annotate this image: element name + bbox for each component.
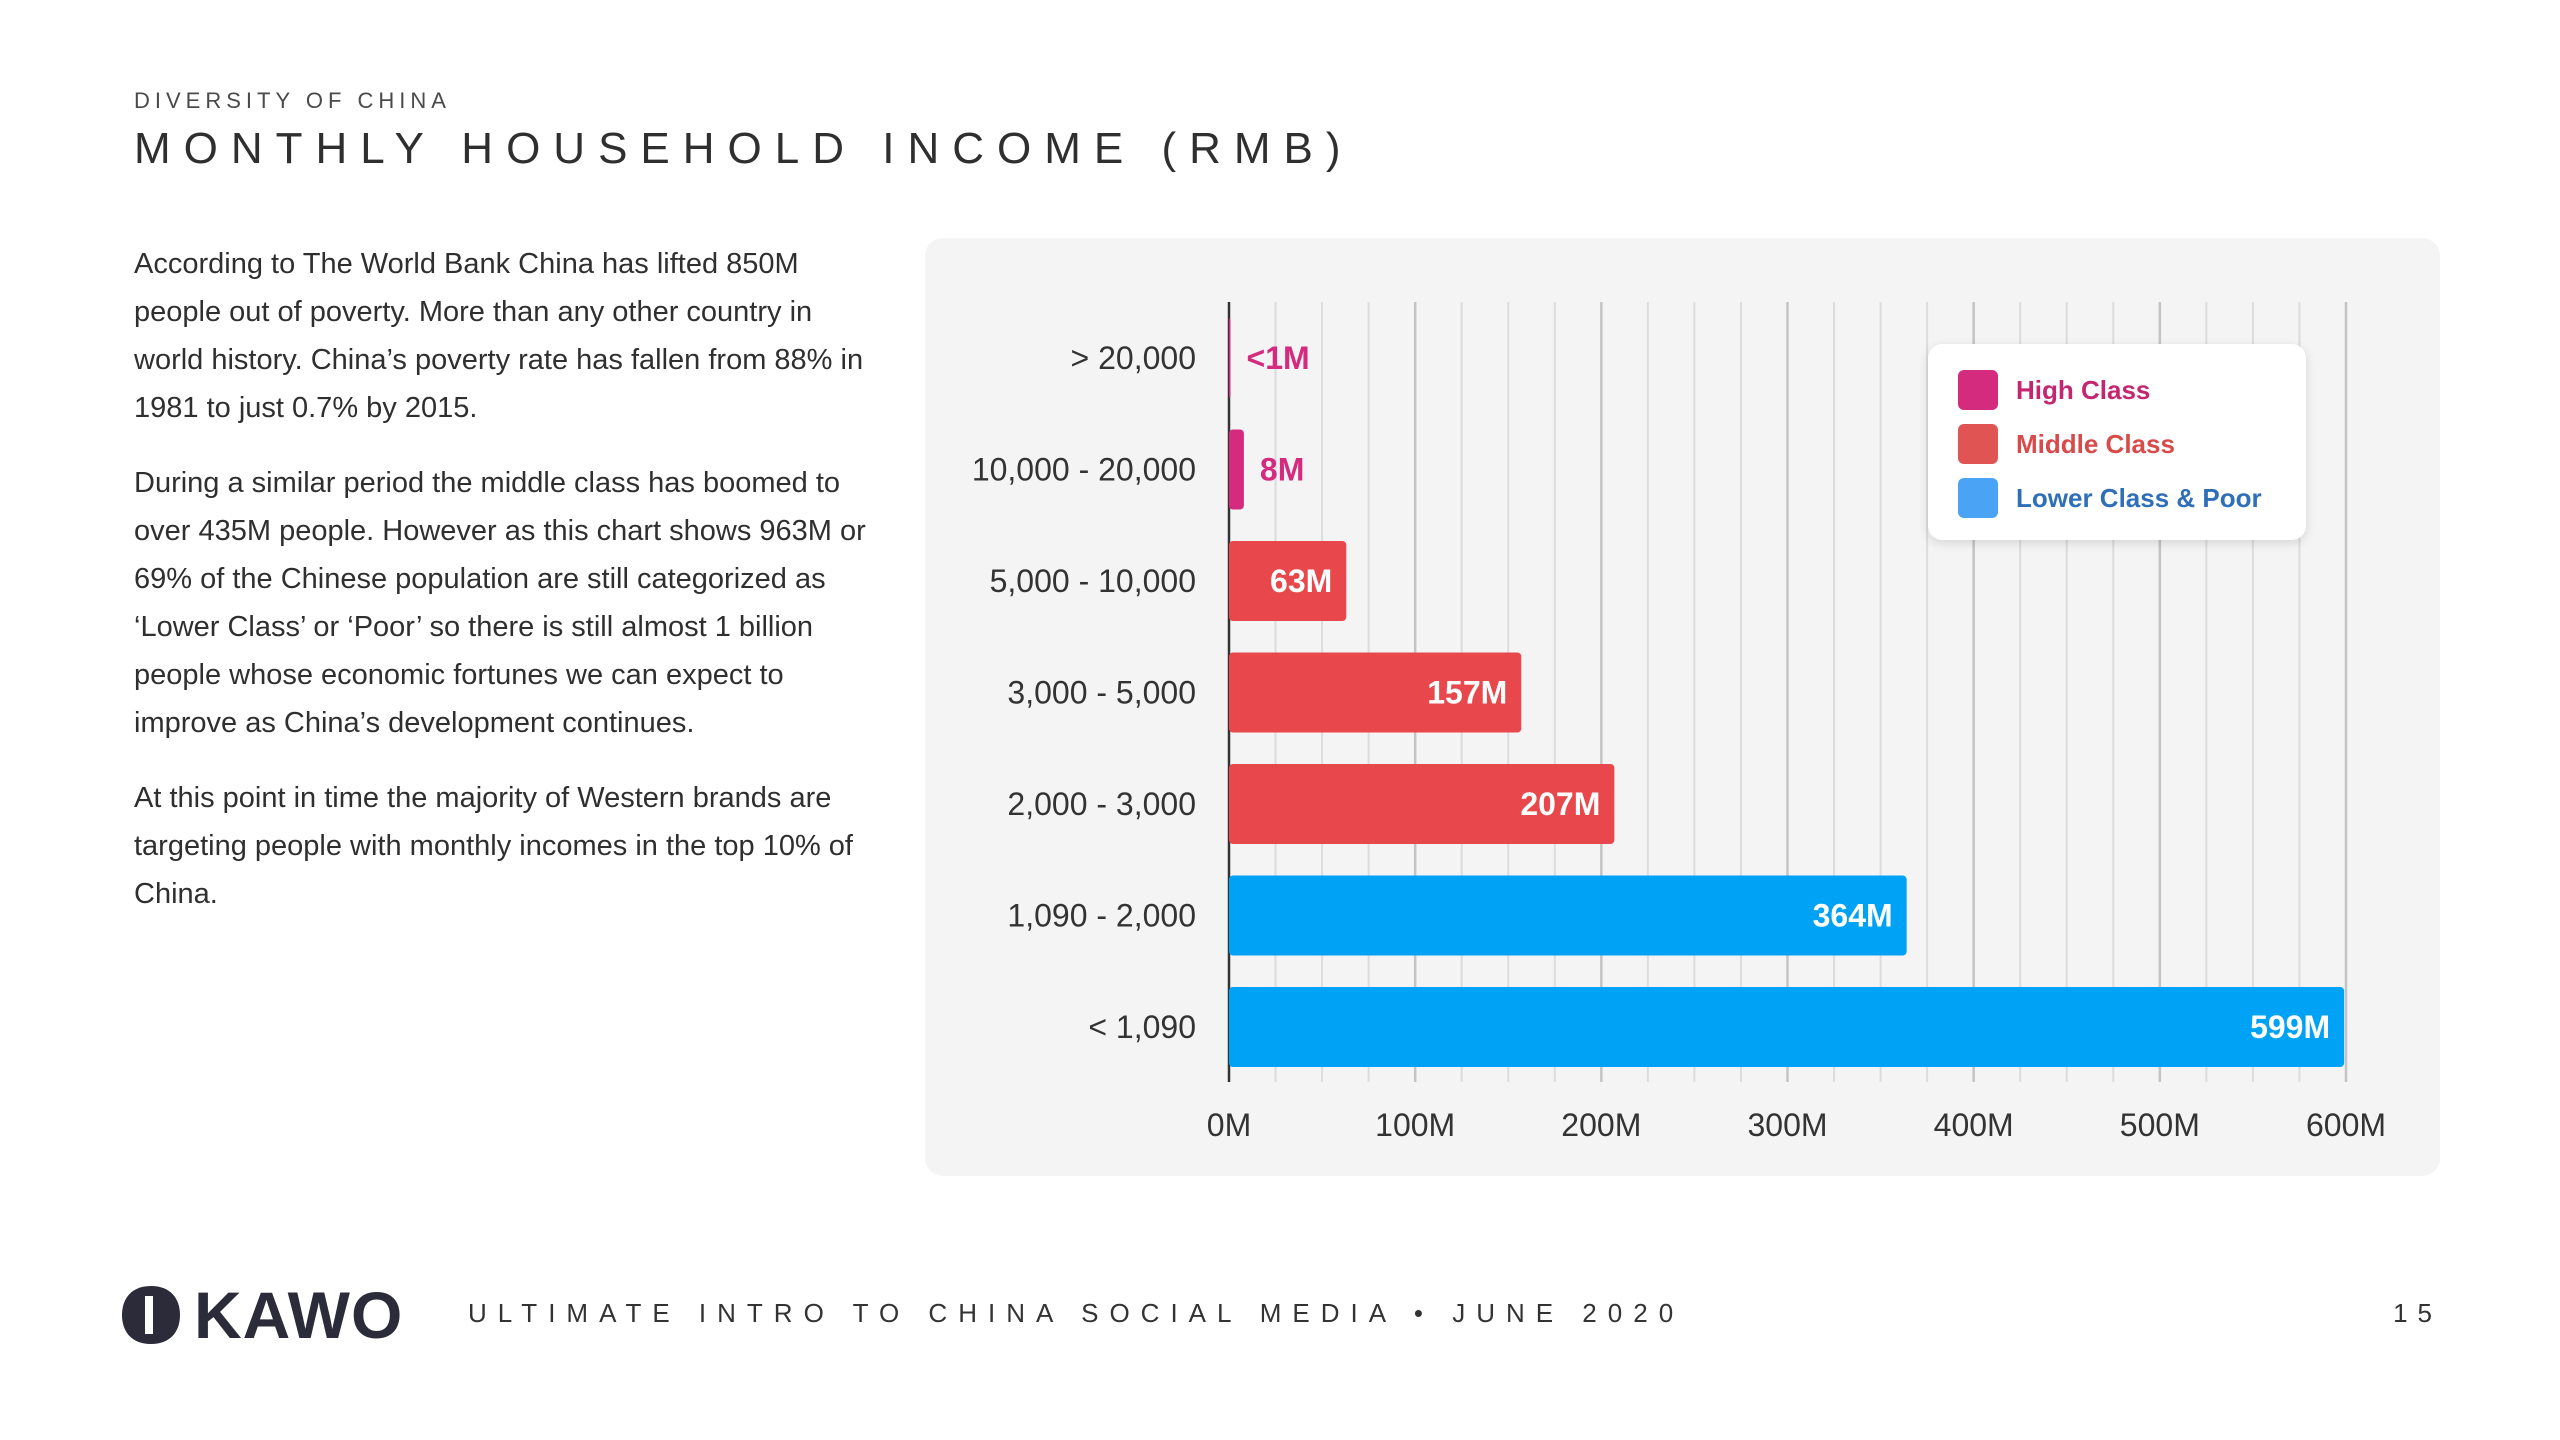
y-category-label: < 1,090 (1088, 1009, 1196, 1045)
x-tick-label: 500M (2120, 1107, 2200, 1143)
legend-swatch-high-class (1958, 370, 1998, 410)
paragraph-1: According to The World Bank China has li… (134, 248, 864, 424)
x-tick-label: 600M (2306, 1107, 2386, 1143)
data-label: 364M (1813, 898, 1893, 934)
bar (1229, 875, 1907, 956)
y-category-label: 10,000 - 20,000 (972, 452, 1196, 488)
y-category-label: 2,000 - 3,000 (1007, 786, 1196, 822)
page-title: MONTHLY HOUSEHOLD INCOME (RMB) (134, 124, 1354, 173)
legend-item-high-class: High Class (1958, 370, 2150, 410)
body-text: According to The World Bank China has li… (134, 240, 874, 945)
x-tick-label: 200M (1561, 1107, 1641, 1143)
bar (1229, 318, 1231, 398)
data-label: 599M (2250, 1009, 2330, 1045)
x-tick-label: 100M (1375, 1107, 1455, 1143)
bar (1229, 987, 2345, 1067)
y-category-label: 3,000 - 5,000 (1007, 675, 1196, 711)
y-category-label: 5,000 - 10,000 (990, 563, 1196, 599)
x-tick-label: 0M (1207, 1107, 1251, 1143)
chart-legend: High Class Middle Class Lower Class & Po… (1928, 344, 2306, 540)
bars (1229, 318, 2345, 1067)
legend-item-middle-class: Middle Class (1958, 424, 2175, 464)
data-label: 8M (1260, 452, 1304, 488)
x-tick-label: 400M (1934, 1107, 2014, 1143)
y-category-label: > 20,000 (1071, 340, 1196, 376)
legend-item-lower-class: Lower Class & Poor (1958, 478, 2262, 518)
y-category-label: 1,090 - 2,000 (1007, 898, 1196, 934)
data-label: 63M (1270, 563, 1332, 599)
legend-label: Middle Class (2016, 428, 2175, 459)
x-tick-label: 300M (1747, 1107, 1827, 1143)
legend-swatch-lower-class (1958, 478, 1998, 518)
bar (1229, 764, 1615, 844)
bar (1229, 429, 1244, 510)
data-label: 207M (1520, 786, 1600, 822)
logo-wordmark: KAWO (194, 1278, 404, 1352)
legend-label: Lower Class & Poor (2016, 482, 2262, 513)
data-label: <1M (1247, 340, 1310, 376)
paragraph-2: During a similar period the middle class… (134, 467, 866, 739)
footer-caption: ULTIMATE INTRO TO CHINA SOCIAL MEDIA • J… (468, 1298, 1685, 1328)
legend-swatch-middle-class (1958, 424, 1998, 464)
data-label: 157M (1427, 675, 1507, 711)
kawo-logo: KAWO (118, 1278, 403, 1352)
kawo-logo-icon (122, 1286, 180, 1344)
labels: 0M 100M 200M 300M 400M 500M 600M > 20,000 <1M 10,… (972, 340, 2386, 1143)
paragraph-3: At this point in time the majority of We… (134, 782, 853, 910)
page-number: 15 (2393, 1298, 2442, 1328)
section-eyebrow: DIVERSITY OF CHINA (134, 88, 451, 113)
bar (1229, 541, 1347, 621)
bar (1229, 652, 1522, 733)
legend-label: High Class (2016, 374, 2151, 405)
